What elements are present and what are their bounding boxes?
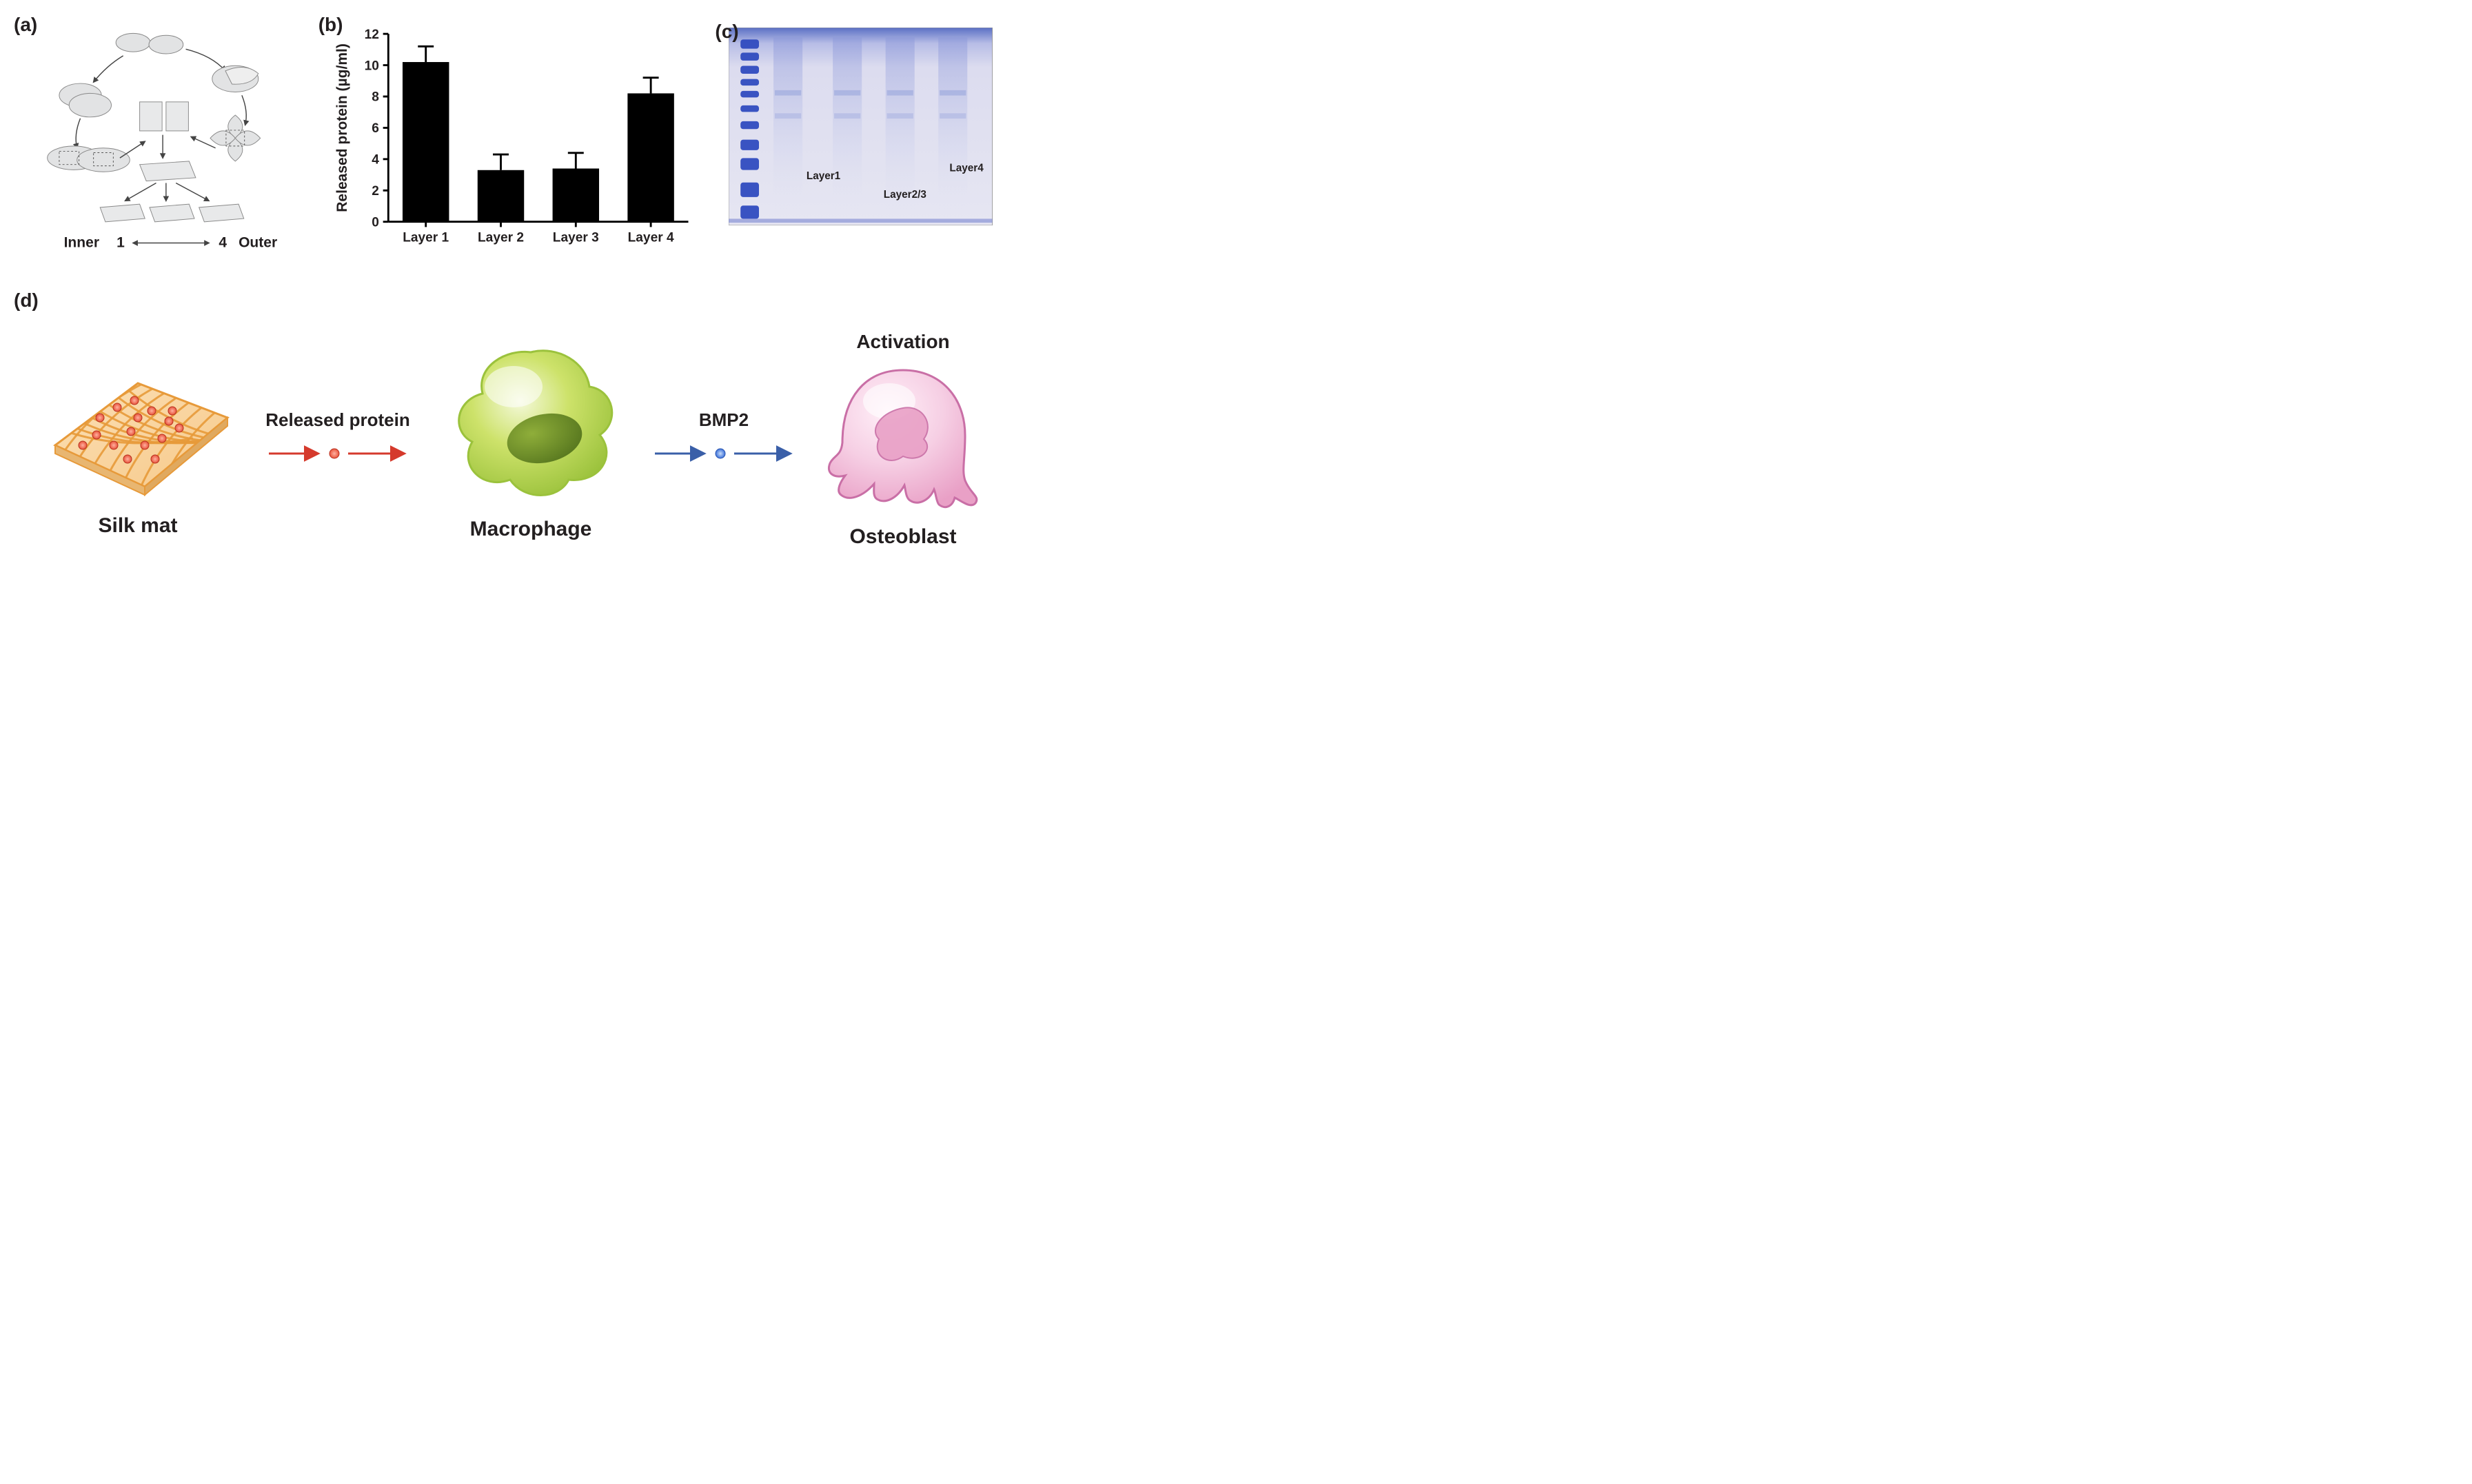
bottom-sheets: [100, 204, 244, 222]
macrophage-caption: Macrophage: [470, 518, 592, 541]
svg-text:Layer 1: Layer 1: [403, 230, 449, 245]
cocoon-small-1: [116, 33, 150, 52]
panel-a-svg: Inner 1 4 Outer: [28, 21, 305, 269]
bottom-row: (d) Silk mat Released protein Macrophage: [28, 317, 993, 607]
macrophage-icon: [434, 338, 627, 504]
bmp2-arrow-icon: [651, 436, 796, 471]
released-protein-arrow-icon: [265, 436, 410, 471]
arrow-a-b3: [176, 183, 209, 201]
outer-text: Outer: [239, 234, 277, 250]
svg-text:Layer 3: Layer 3: [553, 230, 599, 245]
panel-d-label: (d): [14, 289, 39, 312]
arrow-a-tl: [94, 56, 123, 82]
svg-text:4: 4: [372, 153, 379, 167]
panel-b: (b) 024681012Released protein (µg/ml)Lay…: [332, 21, 702, 269]
svg-text:2: 2: [372, 184, 379, 199]
silk-mat-icon: [34, 342, 241, 500]
arrow-a-b1: [125, 183, 156, 201]
osteoblast-caption: Osteoblast: [849, 525, 956, 549]
svg-text:Layer 2: Layer 2: [478, 230, 524, 245]
mid-sheet: [140, 161, 196, 181]
silk-caption: Silk mat: [98, 514, 177, 538]
svg-text:0: 0: [372, 215, 379, 230]
osteoblast-item: Activation Osteoblast: [820, 331, 986, 549]
osteoblast-icon: [820, 360, 986, 511]
activation-caption: Activation: [856, 331, 949, 353]
svg-text:6: 6: [372, 121, 379, 136]
panel-a: (a): [28, 21, 305, 269]
arrow-a-l2: [76, 119, 80, 148]
released-protein-label: Released protein: [265, 409, 410, 431]
svg-text:Released protein (µg/ml): Released protein (µg/ml): [334, 43, 350, 212]
svg-text:Layer 4: Layer 4: [627, 230, 673, 245]
panel-c-gel: Layer1 Layer2/3 Layer4: [729, 28, 993, 225]
inner-text: Inner: [64, 234, 99, 250]
svg-text:Layer4: Layer4: [950, 163, 984, 174]
petal-right: [210, 115, 261, 161]
panel-d: (d) Silk mat Released protein Macrophage: [28, 317, 993, 607]
panel-b-chart: 0 2 4 6 8 10 12 Released protein (µg/ml) Layer 1…: [332, 21, 702, 258]
outer-num: 4: [219, 234, 227, 250]
released-protein-arrow-group: Released protein: [265, 409, 410, 471]
svg-text:8: 8: [372, 90, 379, 105]
bmp2-arrow-group: BMP2: [651, 409, 796, 471]
cocoon-small-2: [149, 35, 183, 54]
panel-d-stage: Silk mat Released protein Macrophage BMP…: [28, 317, 993, 549]
svg-text:Layer2/3: Layer2/3: [884, 189, 926, 201]
silk-mat-item: Silk mat: [34, 342, 241, 538]
panel-a-label: (a): [14, 14, 37, 36]
svg-text:12: 12: [364, 28, 378, 42]
bmp2-label: BMP2: [699, 409, 749, 431]
cocoon-left-pair: [59, 83, 112, 117]
macrophage-item: Macrophage: [434, 338, 627, 541]
cocoon-right-open: [212, 65, 259, 92]
inner-num: 1: [116, 234, 125, 250]
arrow-a-r2: [242, 95, 246, 125]
panel-c-label: (c): [715, 21, 738, 43]
panel-c: (c) Layer1Layer2/3Layer4: [729, 28, 993, 234]
top-row: (a): [28, 21, 993, 269]
svg-text:10: 10: [364, 59, 378, 73]
arrow-a-ml: [120, 141, 145, 158]
figure-root: (a): [0, 0, 1020, 634]
svg-text:Layer1: Layer1: [807, 170, 841, 182]
flat-discs-left: [48, 146, 130, 172]
arrow-a-tr: [186, 49, 225, 71]
panel-b-label: (b): [318, 14, 343, 36]
center-squares: [140, 102, 189, 131]
